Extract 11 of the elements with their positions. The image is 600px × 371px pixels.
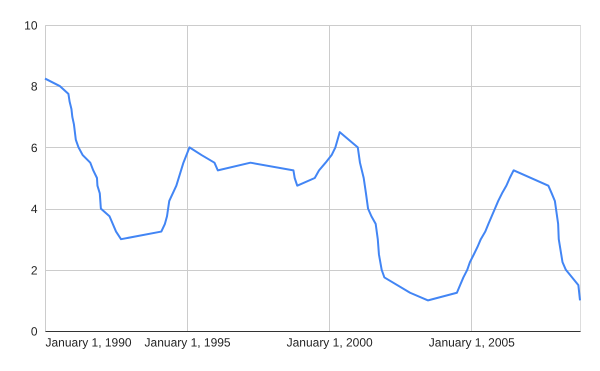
x-tick-label: January 1, 2000 bbox=[286, 336, 374, 350]
x-tick-label: January 1, 2005 bbox=[428, 336, 516, 350]
y-tick-label: 8 bbox=[30, 80, 38, 94]
x-tick-label: January 1, 1995 bbox=[144, 336, 231, 350]
y-tick-label: 4 bbox=[30, 202, 38, 216]
line-series bbox=[44, 78, 581, 302]
x-tick-label: January 1, 1990 bbox=[46, 336, 132, 350]
y-tick-label: 0 bbox=[30, 324, 38, 338]
y-tick-label: 2 bbox=[30, 263, 38, 278]
y-tick-label: 10 bbox=[24, 18, 38, 32]
y-tick-label: 6 bbox=[30, 140, 38, 155]
